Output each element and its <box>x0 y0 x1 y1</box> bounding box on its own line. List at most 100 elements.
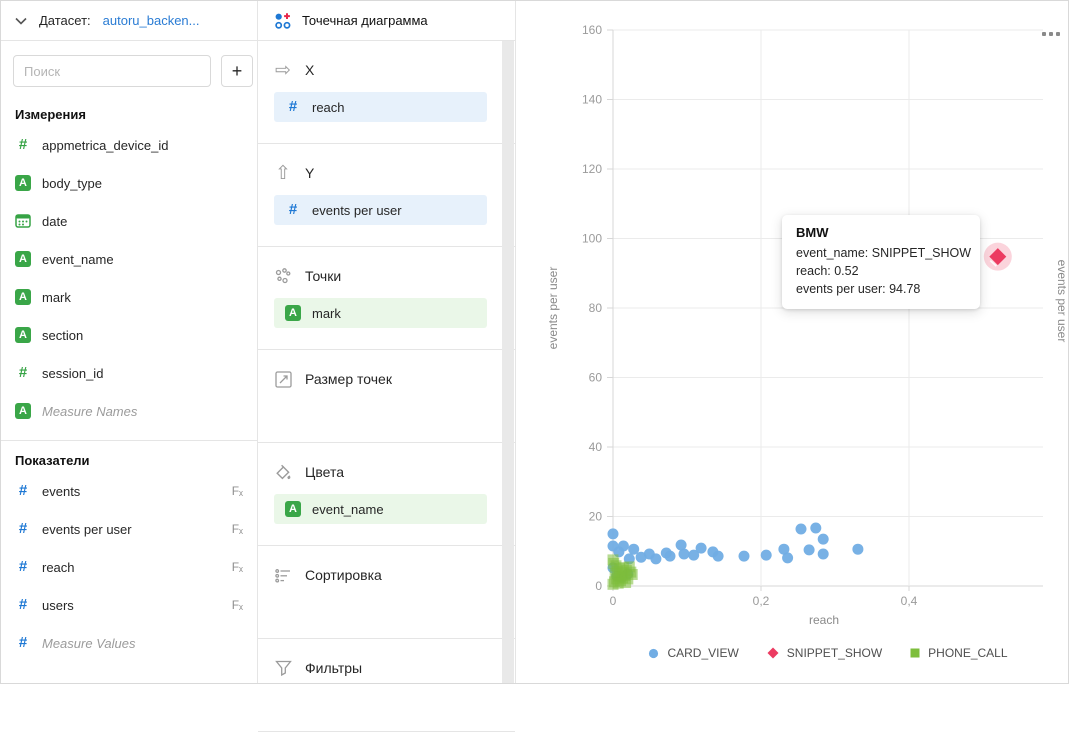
scatter-point[interactable] <box>804 544 815 555</box>
tooltip-line: events per user: 94.78 <box>796 280 966 298</box>
number-field-icon: # <box>285 202 301 218</box>
string-field-icon: A <box>15 251 31 267</box>
shelf-scrollbar[interactable] <box>502 41 514 683</box>
svg-text:0: 0 <box>595 579 602 593</box>
field-item[interactable]: #appmetrica_device_id <box>1 126 257 164</box>
shelf-field-chip[interactable]: #reach <box>274 92 487 122</box>
scatter-point[interactable] <box>636 552 647 563</box>
legend-item[interactable]: CARD_VIEW <box>648 646 738 660</box>
field-name: Measure Names <box>42 404 137 419</box>
svg-text:120: 120 <box>582 162 602 176</box>
shelf-section-sort: Сортировка <box>258 546 515 639</box>
svg-text:0,2: 0,2 <box>753 594 770 608</box>
legend-label: CARD_VIEW <box>667 646 738 660</box>
field-name: date <box>42 214 67 229</box>
formula-indicator[interactable]: Fₓ <box>232 598 243 612</box>
field-name: section <box>42 328 83 343</box>
scatter-point[interactable] <box>665 551 676 562</box>
dataset-header: Датасет: autoru_backen... <box>1 1 257 41</box>
chart-shelf-panel: Точечная диаграмма ⇨ X #reach ⇧ Y #event… <box>258 1 516 683</box>
shelf-header: Точечная диаграмма <box>258 1 515 41</box>
shelf-section-point-size: Размер точек <box>258 350 515 443</box>
colors-icon <box>274 463 292 481</box>
formula-indicator[interactable]: Fₓ <box>232 522 243 536</box>
legend-item[interactable]: PHONE_CALL <box>910 646 1007 660</box>
chip-label: reach <box>312 100 345 115</box>
number-field-icon: # <box>15 365 31 381</box>
dataset-name-link[interactable]: autoru_backen... <box>103 13 200 28</box>
legend-label: PHONE_CALL <box>928 646 1007 660</box>
scatter-point[interactable] <box>608 528 619 539</box>
scatter-point[interactable] <box>739 551 750 562</box>
shelf-section-arrow-right: ⇨ X #reach <box>258 41 515 144</box>
shelf-field-chip[interactable]: #events per user <box>274 195 487 225</box>
scatter-point[interactable] <box>761 550 772 561</box>
scatter-point[interactable] <box>650 553 661 564</box>
formula-indicator[interactable]: Fₓ <box>232 484 243 498</box>
formula-indicator[interactable]: Fₓ <box>232 560 243 574</box>
scatter-point[interactable] <box>782 552 793 563</box>
field-item[interactable]: # session_id <box>1 354 257 392</box>
scatter-chart-icon <box>274 12 292 30</box>
legend-item[interactable]: SNIPPET_SHOW <box>767 646 882 660</box>
shelf-section-label: X <box>305 62 314 78</box>
tooltip-line: reach: 0.52 <box>796 262 966 280</box>
field-name: Measure Values <box>42 636 135 651</box>
scatter-point[interactable] <box>818 534 829 545</box>
svg-text:40: 40 <box>589 440 603 454</box>
scatter-point[interactable] <box>818 549 829 560</box>
measures-title: Показатели <box>1 441 257 472</box>
scatter-point[interactable] <box>707 546 718 557</box>
datalens-chart-editor: Датасет: autoru_backen... + Измерения #a… <box>0 0 1069 684</box>
legend-square-icon <box>910 648 920 658</box>
chevron-down-icon[interactable] <box>15 17 27 25</box>
scatter-point[interactable] <box>810 523 821 534</box>
dataset-label: Датасет: <box>39 13 91 28</box>
field-item[interactable]: date <box>1 202 257 240</box>
scatter-point[interactable] <box>608 558 619 569</box>
add-field-button[interactable]: + <box>221 55 253 87</box>
chart-legend: CARD_VIEW SNIPPET_SHOW PHONE_CALL <box>613 646 1043 660</box>
field-item[interactable]: #Measure Values <box>1 624 257 662</box>
chart-type-title: Точечная диаграмма <box>302 13 428 28</box>
svg-text:20: 20 <box>589 510 603 524</box>
points-icon <box>274 267 292 285</box>
svg-text:100: 100 <box>582 232 602 246</box>
field-name: session_id <box>42 366 103 381</box>
field-name: users <box>42 598 74 613</box>
svg-text:140: 140 <box>582 93 602 107</box>
search-input[interactable] <box>13 55 211 87</box>
number-field-icon: # <box>15 559 31 575</box>
svg-text:0: 0 <box>610 594 617 608</box>
scatter-point[interactable] <box>676 540 687 551</box>
legend-diamond-icon <box>767 647 779 659</box>
scatter-point[interactable] <box>796 524 807 535</box>
legend-label: SNIPPET_SHOW <box>787 646 882 660</box>
field-name: mark <box>42 290 71 305</box>
number-field-icon: # <box>15 137 31 153</box>
field-name: event_name <box>42 252 114 267</box>
scatter-point[interactable] <box>627 569 638 580</box>
string-field-icon: A <box>285 501 301 517</box>
scatter-point[interactable] <box>696 543 707 554</box>
shelf-section-label: Сортировка <box>305 567 382 583</box>
filter-icon <box>274 659 292 677</box>
field-name: events per user <box>42 522 132 537</box>
string-field-icon: A <box>15 289 31 305</box>
scatter-point[interactable] <box>852 544 863 555</box>
shelf-section-label: Точки <box>305 268 341 284</box>
